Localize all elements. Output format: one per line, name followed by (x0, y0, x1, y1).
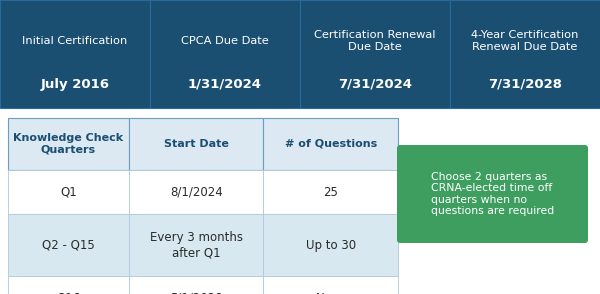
Bar (300, 0, 450, 108)
Text: Q1: Q1 (60, 186, 77, 198)
Text: Up to 30: Up to 30 (305, 238, 356, 251)
FancyBboxPatch shape (397, 145, 588, 243)
Text: Choose 2 quarters as
CRNA-elected time off
quarters when no
questions are requir: Choose 2 quarters as CRNA-elected time o… (431, 172, 554, 216)
Text: Initial Certification: Initial Certification (22, 36, 128, 46)
Text: 8/1/2024: 8/1/2024 (170, 186, 223, 198)
Bar (8, 170, 129, 214)
Text: None: None (316, 291, 346, 294)
Bar (129, 276, 263, 294)
Bar (129, 214, 263, 276)
Bar (8, 118, 129, 170)
Bar (263, 276, 398, 294)
Text: 5/1/2028: 5/1/2028 (170, 291, 223, 294)
Text: 1/31/2024: 1/31/2024 (188, 78, 262, 91)
Text: 4-Year Certification
Renewal Due Date: 4-Year Certification Renewal Due Date (472, 30, 578, 52)
Text: 25: 25 (323, 186, 338, 198)
Text: July 2016: July 2016 (41, 78, 110, 91)
Bar (129, 118, 263, 170)
Text: Every 3 months
after Q1: Every 3 months after Q1 (149, 231, 242, 259)
Text: CPCA Due Date: CPCA Due Date (181, 36, 269, 46)
Text: # of Questions: # of Questions (284, 139, 377, 149)
Text: Q2 - Q15: Q2 - Q15 (42, 238, 95, 251)
Text: Q16: Q16 (56, 291, 80, 294)
Text: 7/31/2024: 7/31/2024 (338, 78, 412, 91)
Polygon shape (400, 186, 414, 202)
Bar (8, 214, 129, 276)
Text: Start Date: Start Date (164, 139, 229, 149)
Bar (0, 0, 150, 108)
Bar (8, 276, 129, 294)
Text: 7/31/2028: 7/31/2028 (488, 78, 562, 91)
Text: Certification Renewal
Due Date: Certification Renewal Due Date (314, 30, 436, 52)
Bar (263, 214, 398, 276)
Bar (129, 170, 263, 214)
Bar (263, 118, 398, 170)
Text: Knowledge Check
Quarters: Knowledge Check Quarters (13, 133, 124, 155)
Bar (150, 0, 300, 108)
Bar (263, 170, 398, 214)
Bar (450, 0, 600, 108)
